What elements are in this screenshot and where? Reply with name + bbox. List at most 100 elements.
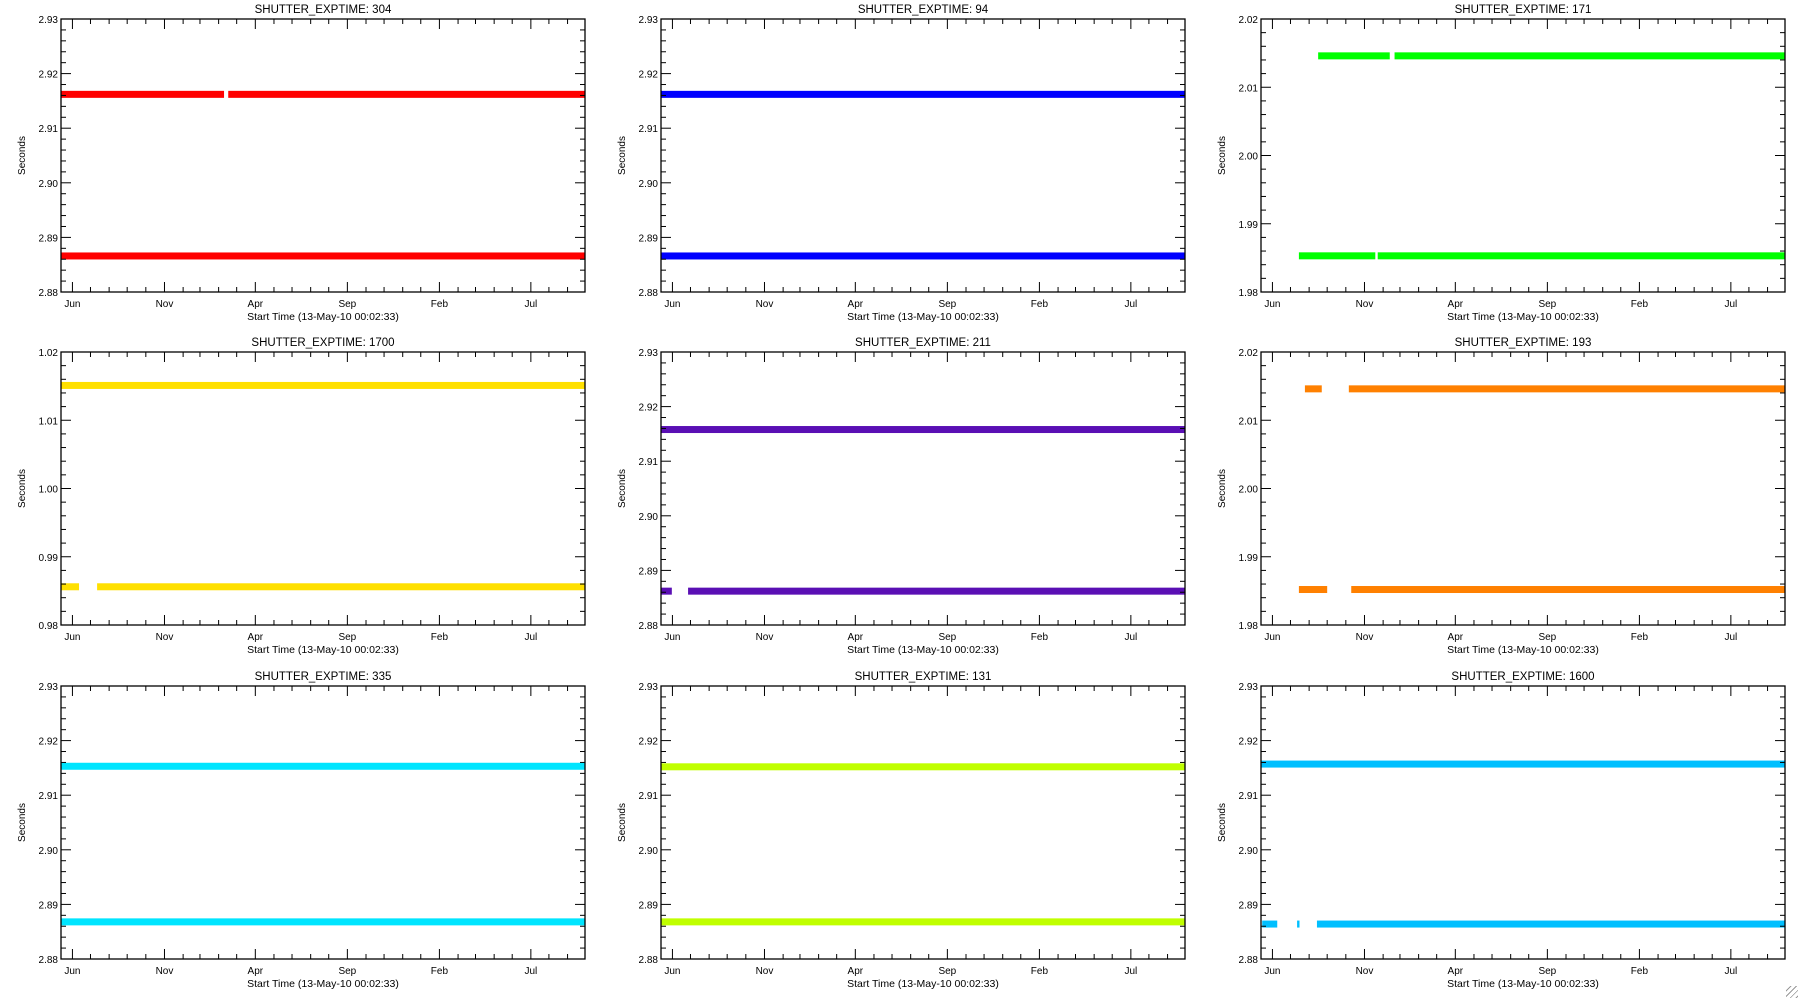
x-tick-label: Apr bbox=[248, 632, 264, 643]
data-band-upper bbox=[61, 762, 585, 770]
y-tick-label: 0.98 bbox=[39, 621, 59, 632]
x-tick-label: Nov bbox=[156, 966, 174, 977]
y-tick-label: 2.90 bbox=[39, 179, 59, 190]
y-tick-label: 1.99 bbox=[1239, 220, 1259, 231]
x-axis-label: Start Time (13-May-10 00:02:33) bbox=[1447, 978, 1599, 990]
data-band-lower bbox=[1298, 252, 1376, 260]
y-tick-label: 2.93 bbox=[639, 15, 659, 26]
x-tick-label: Jun bbox=[1264, 632, 1280, 643]
x-tick-label: Sep bbox=[1538, 966, 1556, 977]
x-tick-label: Jun bbox=[664, 632, 680, 643]
x-tick-label: Apr bbox=[1448, 966, 1464, 977]
x-tick-label: Jul bbox=[1724, 299, 1737, 310]
x-tick-label: Nov bbox=[756, 966, 774, 977]
x-axis-label: Start Time (13-May-10 00:02:33) bbox=[847, 978, 999, 990]
x-tick-label: Jun bbox=[64, 299, 80, 310]
y-axis-label: Seconds bbox=[617, 803, 628, 842]
data-band-upper bbox=[61, 381, 585, 389]
y-tick-label: 2.93 bbox=[1239, 682, 1259, 693]
x-tick-label: Feb bbox=[1031, 632, 1049, 643]
y-tick-label: 2.92 bbox=[39, 70, 59, 81]
y-tick-label: 2.90 bbox=[39, 846, 59, 857]
y-tick-label: 2.88 bbox=[639, 621, 659, 632]
data-band-lower bbox=[661, 587, 672, 595]
data-band-upper bbox=[228, 90, 586, 98]
x-tick-label: Nov bbox=[1356, 299, 1374, 310]
y-tick-label: 2.02 bbox=[1239, 348, 1259, 359]
y-axis-label: Seconds bbox=[17, 136, 28, 175]
y-tick-label: 2.02 bbox=[1239, 15, 1259, 26]
y-tick-label: 1.02 bbox=[39, 348, 59, 359]
y-tick-label: 2.93 bbox=[39, 15, 59, 26]
data-band-lower bbox=[661, 252, 1185, 260]
data-band-lower bbox=[61, 918, 585, 926]
y-tick-label: 2.01 bbox=[1239, 416, 1259, 427]
y-tick-label: 2.90 bbox=[639, 846, 659, 857]
x-tick-label: Sep bbox=[938, 299, 956, 310]
x-tick-label: Jul bbox=[1124, 632, 1137, 643]
resize-grip-icon[interactable] bbox=[1786, 986, 1798, 998]
x-tick-label: Apr bbox=[848, 632, 864, 643]
y-tick-label: 2.89 bbox=[639, 566, 659, 577]
y-axis-label: Seconds bbox=[1217, 136, 1228, 175]
data-band-lower bbox=[1262, 920, 1278, 928]
y-tick-label: 2.93 bbox=[639, 682, 659, 693]
chart-panel: 2.88 2.89 2.90 2.91 2.92 2.93 Jun Nov Apr Sep Feb J… bbox=[617, 337, 1186, 656]
plot-frame bbox=[1260, 18, 1786, 293]
data-band-lower bbox=[61, 583, 80, 591]
data-band-upper bbox=[1318, 52, 1390, 60]
data-band-lower bbox=[97, 583, 586, 591]
plot-frame bbox=[1260, 685, 1786, 960]
x-tick-label: Feb bbox=[1631, 632, 1649, 643]
x-tick-label: Jul bbox=[1124, 966, 1137, 977]
x-tick-label: Jun bbox=[64, 632, 80, 643]
x-tick-label: Sep bbox=[1538, 299, 1556, 310]
x-axis-label: Start Time (13-May-10 00:02:33) bbox=[247, 644, 399, 656]
chart-panel: 2.88 2.89 2.90 2.91 2.92 2.93 Jun Nov Apr Sep Feb J… bbox=[1217, 671, 1786, 990]
chart-title: SHUTTER_EXPTIME: 171 bbox=[1455, 4, 1592, 16]
x-tick-label: Sep bbox=[938, 632, 956, 643]
x-axis-label: Start Time (13-May-10 00:02:33) bbox=[247, 311, 399, 323]
plot-frame bbox=[60, 685, 586, 960]
data-band-upper bbox=[61, 90, 225, 98]
chart-panel: 2.88 2.89 2.90 2.91 2.92 2.93 Jun Nov Apr Sep Feb J… bbox=[17, 671, 586, 990]
chart-title: SHUTTER_EXPTIME: 1700 bbox=[251, 337, 394, 349]
x-axis-label: Start Time (13-May-10 00:02:33) bbox=[1447, 311, 1599, 323]
x-tick-label: Nov bbox=[156, 632, 174, 643]
y-tick-label: 2.91 bbox=[639, 791, 659, 802]
x-tick-label: Jul bbox=[524, 632, 537, 643]
data-band-upper bbox=[661, 90, 1185, 98]
y-tick-label: 2.92 bbox=[39, 737, 59, 748]
y-tick-label: 2.88 bbox=[1239, 955, 1259, 966]
y-tick-label: 2.92 bbox=[639, 70, 659, 81]
x-tick-label: Nov bbox=[1356, 632, 1374, 643]
y-axis-label: Seconds bbox=[617, 136, 628, 175]
y-tick-label: 2.00 bbox=[1239, 485, 1259, 496]
data-band-lower bbox=[688, 587, 1185, 595]
data-band-upper bbox=[1304, 385, 1322, 393]
x-tick-label: Jun bbox=[64, 966, 80, 977]
x-tick-label: Sep bbox=[338, 966, 356, 977]
y-tick-label: 2.00 bbox=[1239, 152, 1259, 163]
data-band-upper bbox=[1261, 760, 1785, 768]
y-axis-label: Seconds bbox=[1217, 803, 1228, 842]
y-tick-label: 2.01 bbox=[1239, 83, 1259, 94]
y-tick-label: 2.93 bbox=[39, 682, 59, 693]
y-axis-label: Seconds bbox=[617, 469, 628, 508]
data-band-upper bbox=[661, 763, 1185, 771]
x-axis-label: Start Time (13-May-10 00:02:33) bbox=[847, 644, 999, 656]
x-tick-label: Jun bbox=[1264, 966, 1280, 977]
chart-panel: 1.98 1.99 2.00 2.01 2.02 Jun Nov Apr Sep Feb Jul SH… bbox=[1217, 4, 1786, 323]
plot-frame bbox=[60, 18, 586, 293]
data-band-upper bbox=[661, 426, 1185, 434]
y-tick-label: 2.92 bbox=[1239, 737, 1259, 748]
chart-title: SHUTTER_EXPTIME: 1600 bbox=[1451, 671, 1594, 683]
y-axis-label: Seconds bbox=[17, 803, 28, 842]
y-axis-label: Seconds bbox=[17, 469, 28, 508]
y-tick-label: 2.89 bbox=[639, 233, 659, 244]
chart-panel: 2.88 2.89 2.90 2.91 2.92 2.93 Jun Nov Apr Sep Feb J… bbox=[617, 671, 1186, 990]
y-tick-label: 2.90 bbox=[639, 179, 659, 190]
data-band-lower bbox=[1377, 252, 1785, 260]
y-tick-label: 2.92 bbox=[639, 737, 659, 748]
x-tick-label: Apr bbox=[248, 299, 264, 310]
